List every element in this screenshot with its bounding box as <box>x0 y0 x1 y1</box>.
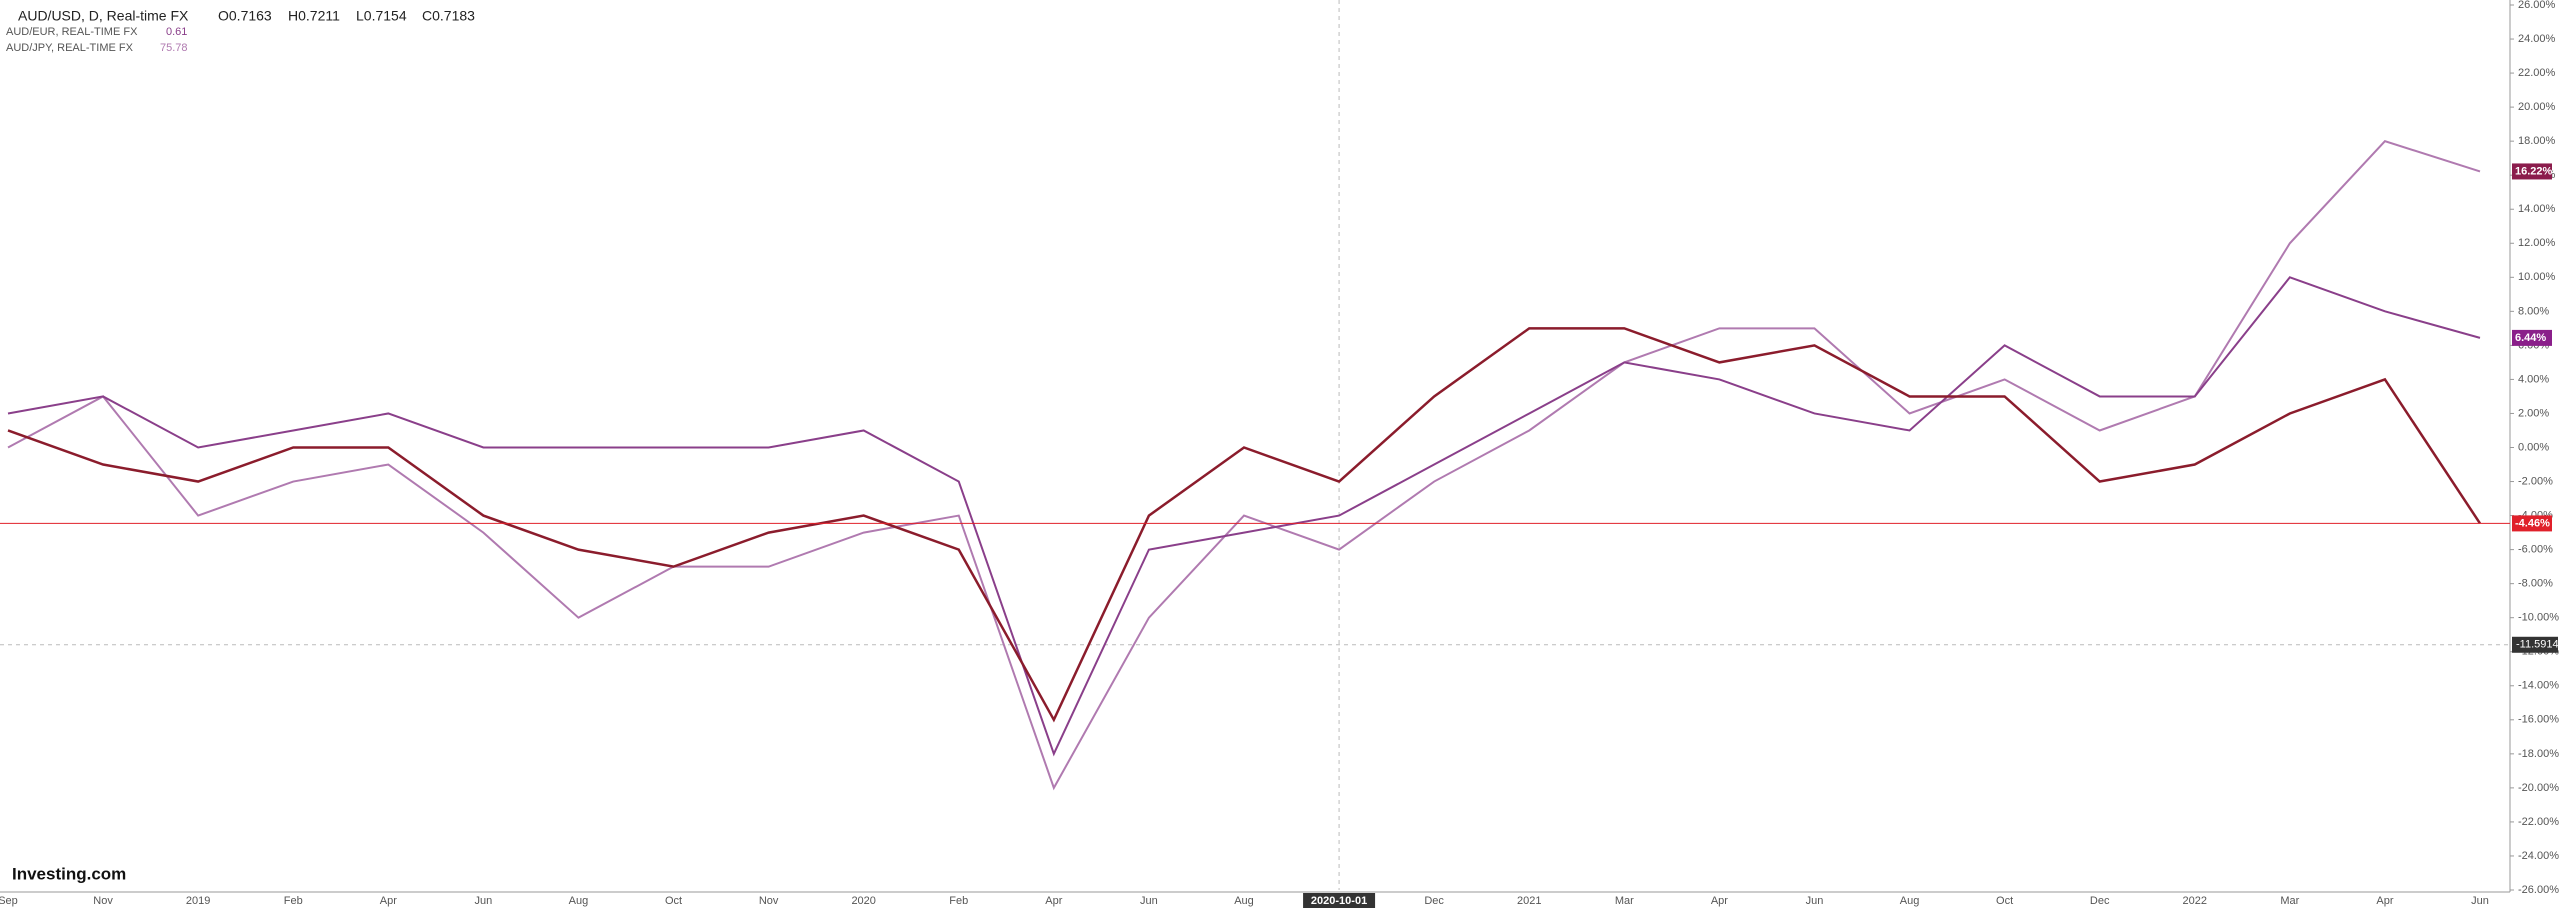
x-tick-label: Mar <box>1615 895 1634 907</box>
y-tick-label: 2.00% <box>2518 407 2549 419</box>
compare-price: 75.78 <box>160 42 188 54</box>
x-tick-label: 2022 <box>2183 895 2207 907</box>
x-tick-label: 2019 <box>186 895 210 907</box>
x-tick-label: Feb <box>284 895 303 907</box>
y-tick-label: 18.00% <box>2518 135 2556 147</box>
x-tick-label: Dec <box>2090 895 2110 907</box>
x-tick-label: Aug <box>1234 895 1254 907</box>
x-tick-label: Apr <box>1045 895 1062 907</box>
x-tick-label: 2020 <box>851 895 875 907</box>
x-tick-label: Apr <box>1711 895 1728 907</box>
series-line <box>7 327 2482 723</box>
y-tick-label: -10.00% <box>2518 612 2559 624</box>
x-tick-label: Apr <box>2376 895 2393 907</box>
last-value-label: 16.22% <box>2515 165 2553 177</box>
compare-name: AUD/JPY, REAL-TIME FX <box>6 42 134 54</box>
last-value-label: 6.44% <box>2515 332 2546 344</box>
y-tick-label: 22.00% <box>2518 67 2556 79</box>
x-tick-label: Jun <box>1806 895 1824 907</box>
y-tick-label: -16.00% <box>2518 714 2559 726</box>
ohlc-low: L0.7154 <box>356 8 407 24</box>
x-tick-label: Sep <box>0 895 18 907</box>
y-tick-label: 4.00% <box>2518 373 2549 385</box>
y-tick-label: 12.00% <box>2518 237 2556 249</box>
y-tick-label: 8.00% <box>2518 305 2549 317</box>
x-tick-label: Oct <box>1996 895 2013 907</box>
crosshair-y-label: -11.5914 <box>2516 639 2559 651</box>
y-tick-label: -2.00% <box>2518 475 2553 487</box>
y-tick-label: -24.00% <box>2518 850 2559 862</box>
compare-price: 0.61 <box>166 26 187 38</box>
x-tick-label: Aug <box>569 895 589 907</box>
y-tick-label: -22.00% <box>2518 816 2559 828</box>
x-tick-label: 2021 <box>1517 895 1541 907</box>
x-tick-label: Jun <box>2471 895 2489 907</box>
x-tick-label: Nov <box>759 895 779 907</box>
y-tick-label: -20.00% <box>2518 782 2559 794</box>
ohlc-close: C0.7183 <box>422 8 475 24</box>
x-tick-label: Feb <box>949 895 968 907</box>
last-value-badge <box>2512 163 2552 180</box>
y-tick-label: 0.00% <box>2518 441 2549 453</box>
x-tick-label: Nov <box>93 895 113 907</box>
y-tick-label: 14.00% <box>2518 203 2556 215</box>
symbol-title: AUD/USD, D, Real-time FX <box>18 8 189 24</box>
x-tick-label: Jun <box>1140 895 1158 907</box>
x-tick-label: Mar <box>2280 895 2299 907</box>
y-tick-label: -26.00% <box>2518 884 2559 896</box>
last-value-badge <box>2512 329 2552 346</box>
last-value-badge <box>2512 515 2552 532</box>
series-line <box>7 276 2481 757</box>
crosshair-y-badge <box>2512 636 2558 653</box>
last-value-label: -4.46% <box>2515 517 2550 529</box>
y-tick-label: -6.00% <box>2518 544 2553 556</box>
y-tick-label: 26.00% <box>2518 0 2556 11</box>
x-tick-label: 2020-10-01 <box>1311 895 1367 907</box>
x-tick-label: Oct <box>665 895 682 907</box>
y-tick-label: 24.00% <box>2518 33 2556 45</box>
y-tick-label: 10.00% <box>2518 271 2556 283</box>
y-tick-label: -18.00% <box>2518 748 2559 760</box>
y-tick-label: 20.00% <box>2518 101 2556 113</box>
series-line <box>7 140 2481 791</box>
crosshair-x-badge <box>1303 893 1376 908</box>
x-tick-label: Jun <box>475 895 493 907</box>
ohlc-open: O0.7163 <box>218 8 272 24</box>
x-tick-label: Aug <box>1900 895 1920 907</box>
y-tick-label: -14.00% <box>2518 680 2559 692</box>
x-tick-label: Dec <box>1424 895 1444 907</box>
x-tick-label: Apr <box>380 895 397 907</box>
compare-name: AUD/EUR, REAL-TIME FX <box>6 26 138 38</box>
ohlc-high: H0.7211 <box>288 8 340 24</box>
y-tick-label: -8.00% <box>2518 578 2553 590</box>
logo: Investing.com <box>12 864 126 883</box>
